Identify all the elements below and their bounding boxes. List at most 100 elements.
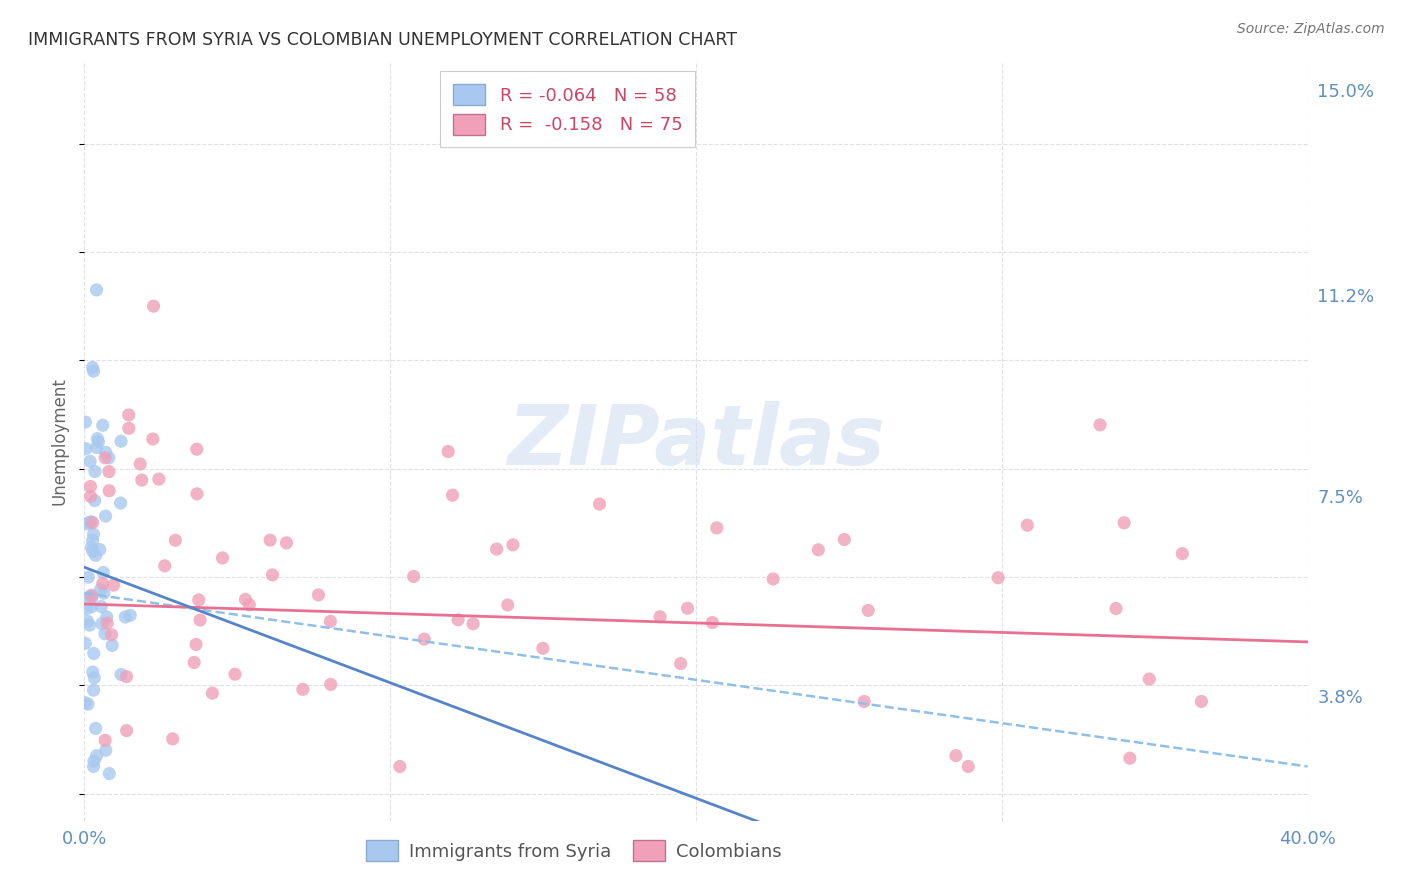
Point [96,616,118,631]
Point [91,418,114,433]
Point [853,694,876,708]
Point [496,598,519,612]
Point [945,748,967,763]
Point [83,683,105,698]
Point [100,628,122,642]
Point [447,613,470,627]
Point [115,670,138,684]
Point [413,632,436,647]
Point [588,497,610,511]
Point [187,593,209,607]
Point [86,283,108,297]
Point [201,686,224,700]
Point [461,616,484,631]
Point [118,421,141,435]
Point [669,657,692,671]
Point [957,759,980,773]
Point [77,697,100,711]
Point [79,516,101,530]
Point [97,450,120,465]
Point [224,667,246,681]
Point [319,677,342,691]
Point [94,743,117,757]
Point [86,748,108,763]
Point [987,571,1010,585]
Point [83,754,105,768]
Text: Source: ZipAtlas.com: Source: ZipAtlas.com [1237,22,1385,37]
Point [165,533,187,548]
Point [1105,601,1128,615]
Point [1171,547,1194,561]
Point [101,638,124,652]
Point [96,610,118,624]
Point [706,521,728,535]
Point [262,567,284,582]
Point [80,591,103,605]
Point [276,536,298,550]
Point [76,601,98,615]
Point [858,603,880,617]
Point [98,766,121,780]
Point [77,570,100,584]
Point [83,647,105,661]
Point [75,696,97,710]
Y-axis label: Unemployment: Unemployment [51,377,69,506]
Point [84,722,107,736]
Point [90,616,112,631]
Point [238,598,260,612]
Point [1017,518,1039,533]
Point [162,731,184,746]
Point [184,637,207,651]
Point [807,542,830,557]
Point [90,599,112,614]
Point [834,533,856,547]
Point [148,472,170,486]
Point [115,723,138,738]
Point [83,364,105,378]
Point [211,550,233,565]
Point [75,415,97,429]
Point [502,538,524,552]
Point [118,408,141,422]
Point [131,473,153,487]
Point [94,733,117,747]
Point [86,441,108,455]
Text: ZIPatlas: ZIPatlas [508,401,884,482]
Point [762,572,785,586]
Point [87,434,110,449]
Point [291,682,314,697]
Point [80,541,103,555]
Point [76,516,98,531]
Point [86,432,108,446]
Point [110,434,132,449]
Point [83,527,105,541]
Point [531,641,554,656]
Point [702,615,724,630]
Point [183,656,205,670]
Point [120,608,142,623]
Point [402,569,425,583]
Point [82,665,104,679]
Point [142,299,165,313]
Point [82,360,104,375]
Point [110,667,132,681]
Point [83,759,105,773]
Point [83,493,105,508]
Point [80,588,103,602]
Point [129,457,152,471]
Point [94,450,117,465]
Point [98,483,121,498]
Point [437,444,460,458]
Point [153,558,176,573]
Point [1114,516,1136,530]
Point [1189,694,1212,708]
Point [80,515,103,529]
Point [94,627,117,641]
Point [388,759,411,773]
Point [77,590,100,604]
Point [307,588,329,602]
Point [676,601,699,615]
Point [80,599,103,614]
Point [79,454,101,468]
Point [82,516,104,530]
